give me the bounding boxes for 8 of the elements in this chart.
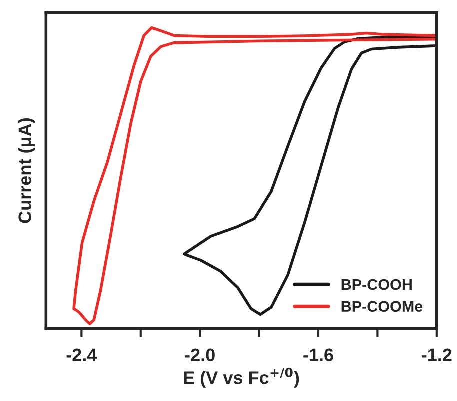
legend-label: BP-COOMe: [342, 301, 423, 312]
x-tick-label: -2.0: [185, 348, 215, 362]
x-tick-label: -2.4: [66, 348, 98, 362]
legend-label: BP-COOH: [342, 279, 412, 290]
x-tick-label: -1.2: [422, 348, 452, 362]
x-axis-title: E (V vs Fc$^{+/0}$): [184, 368, 300, 388]
y-axis-title: Current (μA): [18, 118, 36, 224]
x-tick-label: -1.6: [304, 348, 334, 362]
